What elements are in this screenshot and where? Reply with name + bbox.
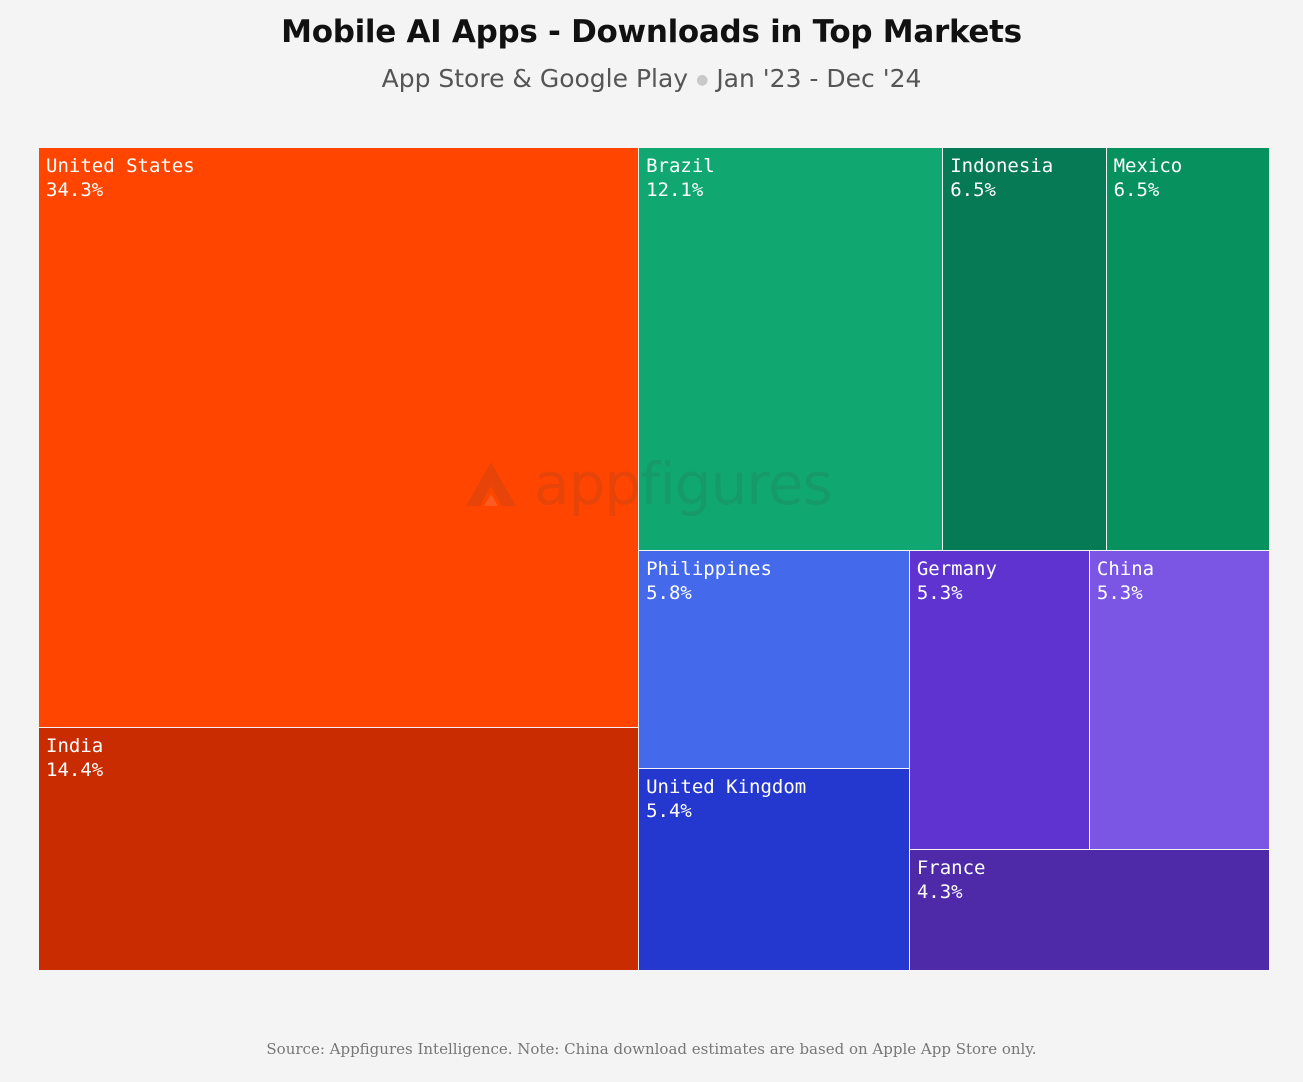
tile-label: United Kingdom 5.4%: [646, 775, 806, 823]
tile-value: 12.1%: [646, 179, 704, 201]
tile-value: 4.3%: [916, 880, 963, 903]
treemap: United States 34.3% India 14.4% Brazil 12.1% I…: [39, 148, 1270, 971]
tile-name: India: [46, 734, 104, 757]
tile-indonesia: Indonesia 6.5%: [943, 148, 1107, 552]
tile-united-kingdom: United Kingdom 5.4%: [639, 768, 910, 971]
tile-label: China 5.3%: [1097, 557, 1154, 605]
tile-united-states: United States 34.3%: [39, 148, 640, 728]
tile-label: Germany 5.3%: [917, 557, 997, 605]
tile-value: 6.5%: [950, 179, 996, 201]
tile-label: Indonesia 6.5%: [950, 154, 1053, 202]
tile-label: India 14.4%: [46, 734, 103, 782]
tile-brazil: Brazil 12.1%: [639, 148, 944, 552]
tile-china: China 5.3%: [1089, 551, 1270, 850]
tile-value: 14.4%: [46, 758, 104, 781]
tile-philippines: Philippines 5.8%: [639, 551, 910, 769]
tile-mexico: Mexico 6.5%: [1106, 148, 1270, 552]
tile-name: France: [916, 856, 986, 879]
tile-label: Mexico 6.5%: [1114, 154, 1183, 202]
tile-india: India 14.4%: [39, 727, 640, 971]
tile-name: United Kingdom: [646, 775, 807, 798]
tile-name: Philippines: [646, 558, 772, 581]
tile-name: Germany: [916, 558, 997, 581]
subtitle-period: Jan '23 - Dec '24: [716, 64, 922, 93]
tile-label: United States 34.3%: [46, 154, 195, 202]
tile-france: France 4.3%: [909, 849, 1270, 971]
tile-value: 6.5%: [1113, 179, 1160, 201]
tile-label: Philippines 5.8%: [646, 557, 772, 605]
tile-value: 5.4%: [646, 799, 692, 822]
tile-label: Brazil 12.1%: [646, 154, 715, 202]
tile-value: 5.8%: [646, 582, 692, 605]
chart-title: Mobile AI Apps - Downloads in Top Market…: [281, 14, 1022, 50]
tile-name: Brazil: [646, 155, 715, 177]
tile-name: Indonesia: [950, 155, 1054, 177]
tile-value: 5.3%: [1096, 582, 1143, 605]
source-note: Source: Appfigures Intelligence. Note: C…: [266, 1040, 1037, 1058]
tile-name: United States: [46, 155, 195, 177]
tile-value: 34.3%: [46, 179, 104, 201]
separator-dot-icon: ●: [696, 72, 709, 88]
subtitle-stores: App Store & Google Play: [381, 64, 689, 93]
tile-germany: Germany 5.3%: [909, 551, 1090, 850]
tile-name: Mexico: [1113, 155, 1183, 177]
tile-name: China: [1096, 558, 1155, 581]
chart-subtitle: App Store & Google Play ● Jan '23 - Dec '2…: [0, 64, 1303, 93]
tile-label: France 4.3%: [917, 856, 986, 904]
tile-value: 5.3%: [916, 582, 963, 605]
